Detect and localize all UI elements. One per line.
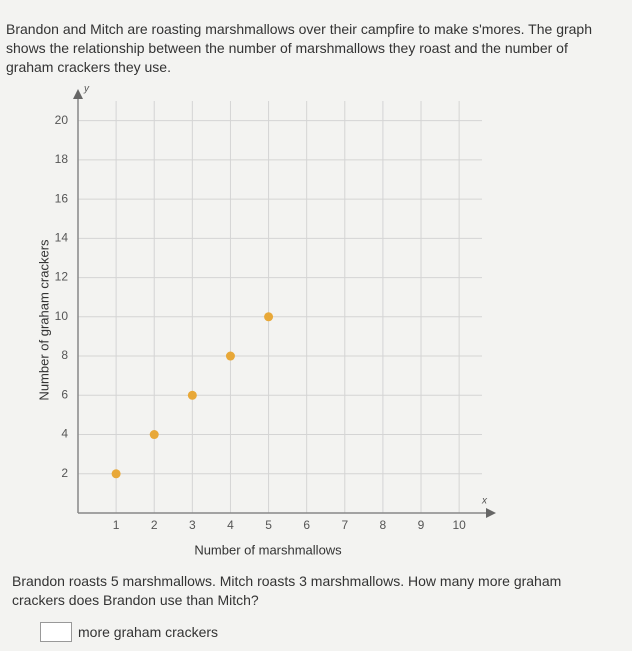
x-tick-label: 3 bbox=[189, 518, 196, 532]
y-arrow bbox=[73, 89, 83, 99]
x-arrow bbox=[486, 508, 496, 518]
x-tick-label: 6 bbox=[303, 518, 310, 532]
y-tick-label: 20 bbox=[55, 113, 69, 127]
x-tick-label: 10 bbox=[452, 518, 466, 532]
y-tick-label: 18 bbox=[55, 152, 69, 166]
y-axis-symbol: y bbox=[83, 84, 90, 95]
question-text: Brandon roasts 5 marshmallows. Mitch roa… bbox=[12, 573, 562, 608]
x-tick-label: 4 bbox=[227, 518, 234, 532]
answer-input[interactable] bbox=[40, 622, 72, 642]
y-axis-label: Number of graham crackers bbox=[36, 239, 51, 401]
x-tick-label: 9 bbox=[418, 518, 425, 532]
y-tick-label: 14 bbox=[55, 231, 69, 245]
x-axis-symbol: x bbox=[481, 496, 488, 507]
intro-text: Brandon and Mitch are roasting marshmall… bbox=[6, 21, 593, 75]
point bbox=[187, 390, 197, 400]
y-tick-label: 8 bbox=[61, 348, 68, 362]
answer-suffix: more graham crackers bbox=[78, 624, 219, 640]
point bbox=[149, 430, 159, 440]
x-tick-label: 5 bbox=[265, 518, 272, 532]
y-tick-label: 6 bbox=[61, 387, 68, 401]
x-tick-label: 2 bbox=[151, 518, 158, 532]
y-tick-label: 4 bbox=[61, 427, 68, 441]
point bbox=[111, 469, 121, 479]
y-tick-label: 10 bbox=[55, 309, 69, 323]
y-tick-label: 16 bbox=[55, 191, 69, 205]
y-tick-label: 2 bbox=[61, 466, 68, 480]
y-tick-label: 12 bbox=[55, 270, 69, 284]
x-tick-label: 1 bbox=[113, 518, 120, 532]
answer-row: more graham crackers bbox=[40, 622, 218, 642]
x-tick-label: 8 bbox=[380, 518, 387, 532]
x-tick-label: 7 bbox=[341, 518, 348, 532]
point bbox=[264, 312, 274, 322]
x-axis-label: Number of marshmallows bbox=[194, 542, 342, 557]
point bbox=[225, 351, 235, 361]
